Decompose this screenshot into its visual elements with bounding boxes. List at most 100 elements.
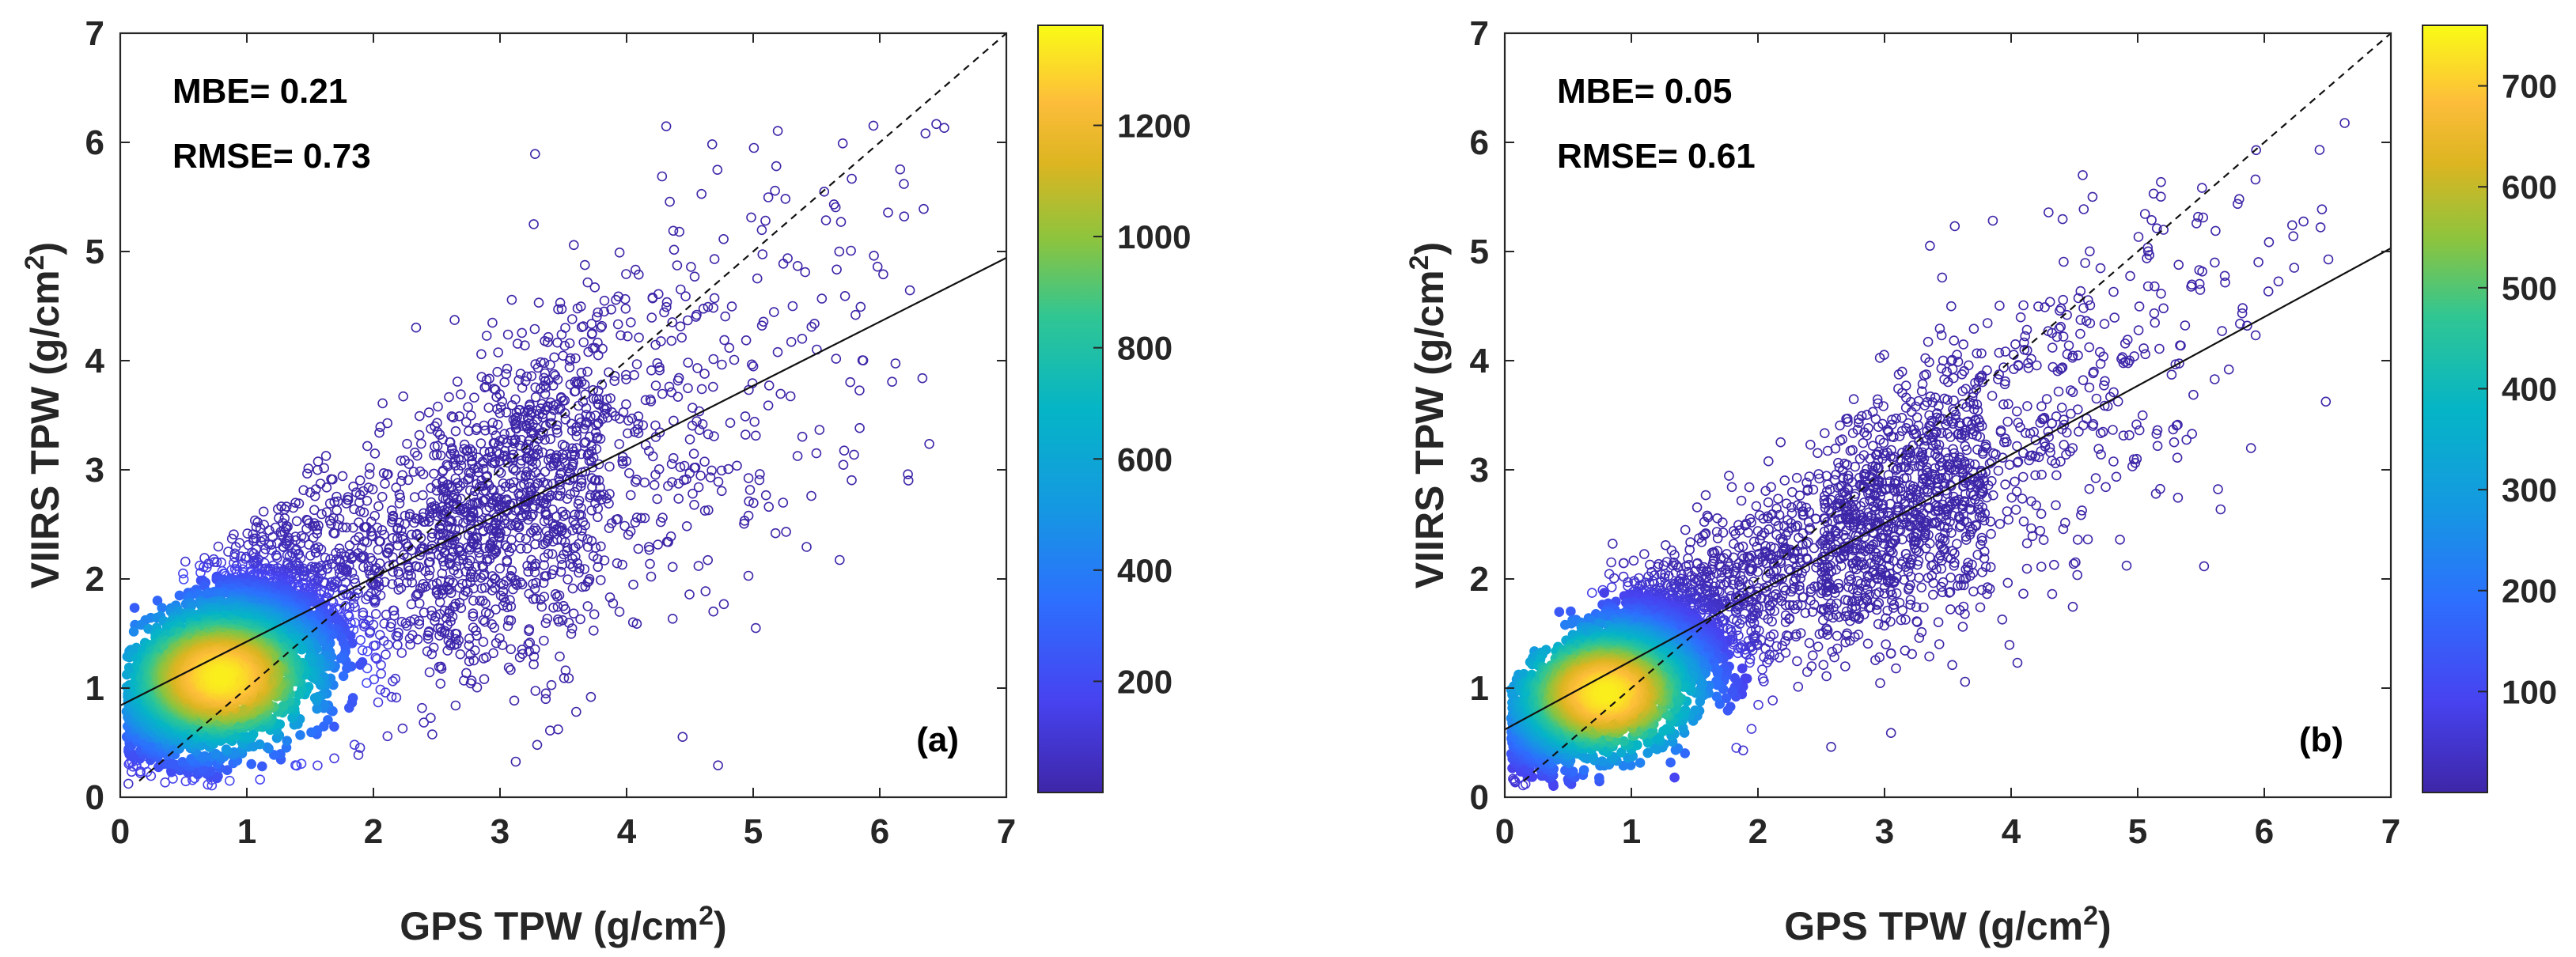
- scatter-point: [716, 465, 727, 476]
- scatter-point: [748, 497, 759, 509]
- scatter-point: [570, 706, 581, 717]
- scatter-point: [525, 486, 536, 497]
- scatter-point: [646, 365, 657, 376]
- scatter-point: [525, 528, 536, 538]
- scatter-point: [787, 301, 798, 312]
- scatter-point: [683, 383, 693, 394]
- scatter-point: [347, 693, 358, 703]
- scatter-point: [540, 376, 551, 386]
- scatter-point: [596, 322, 606, 333]
- scatter-point: [645, 558, 655, 569]
- scatter-point: [653, 539, 663, 550]
- scatter-point: [684, 589, 695, 600]
- scatter-point: [589, 609, 600, 620]
- scatter-point: [693, 482, 704, 493]
- scatter-point: [564, 362, 575, 373]
- scatter-point: [740, 429, 751, 440]
- scatter-point: [623, 467, 635, 478]
- scatter-point: [672, 375, 684, 386]
- scatter-point: [174, 590, 185, 601]
- scatter-point: [621, 269, 631, 279]
- scatter-point: [429, 450, 439, 461]
- scatter-point: [539, 516, 550, 527]
- scatter-point: [760, 215, 771, 226]
- scatter-point: [713, 476, 724, 487]
- scatter-point: [517, 512, 528, 523]
- scatter-point: [792, 260, 803, 271]
- scatter-point: [471, 425, 482, 436]
- scatter-point: [703, 301, 714, 312]
- scatter-point: [709, 254, 720, 264]
- scatter-point: [521, 371, 532, 382]
- scatter-point: [756, 225, 767, 236]
- scatter-point: [675, 462, 686, 472]
- scatter-point: [750, 622, 761, 634]
- scatter-point: [709, 293, 720, 304]
- scatter-point: [535, 503, 546, 514]
- scatter-point: [785, 391, 796, 402]
- scatter-point: [708, 354, 719, 365]
- scatter-point: [895, 164, 906, 175]
- scatter-point: [396, 456, 407, 466]
- scatter-point: [801, 542, 812, 552]
- scatter-point: [703, 505, 714, 516]
- scatter-point: [550, 588, 561, 600]
- scatter-point: [695, 471, 706, 481]
- scatter-point: [684, 434, 695, 444]
- scatter-point: [920, 128, 931, 138]
- scatter-point: [438, 434, 449, 444]
- scatter-point: [516, 471, 526, 481]
- scatter-point: [748, 142, 760, 153]
- scatter-point: [543, 402, 553, 413]
- scatter-point: [528, 525, 539, 536]
- scatter-point: [494, 407, 506, 418]
- scatter-point: [501, 407, 512, 418]
- scatter-point: [555, 485, 566, 496]
- scatter-point: [473, 463, 483, 473]
- scatter-point: [834, 246, 845, 257]
- scatter-point: [647, 451, 658, 462]
- scatter-point: [693, 561, 704, 571]
- scatter-point: [631, 513, 642, 523]
- scatter-point: [583, 576, 594, 587]
- scatter-point: [570, 551, 581, 562]
- scatter-point: [623, 529, 634, 540]
- scatter-point: [688, 488, 698, 499]
- scatter-point: [556, 329, 567, 340]
- scatter-point: [593, 512, 603, 523]
- scatter-point: [585, 492, 595, 503]
- scatter-point: [743, 473, 754, 483]
- scatter-point: [537, 409, 548, 420]
- scatter-point: [650, 380, 661, 391]
- scatter-point: [677, 732, 688, 743]
- scatter-point: [433, 401, 443, 412]
- scatter-point: [543, 455, 554, 466]
- scatter-point: [543, 515, 554, 525]
- scatter-point: [839, 445, 850, 456]
- scatter-point: [781, 527, 791, 537]
- scatter-point: [464, 426, 474, 437]
- scatter-point: [479, 382, 491, 393]
- scatter-point: [294, 689, 304, 700]
- scatter-point: [206, 766, 216, 777]
- scatter-point: [577, 581, 588, 592]
- scatter-point: [595, 575, 606, 585]
- scatter-point: [472, 478, 482, 490]
- scatter-point: [533, 297, 544, 308]
- scatter-point: [487, 425, 498, 436]
- scatter-point: [872, 261, 883, 272]
- scatter-point: [354, 660, 366, 670]
- scatter-point: [129, 603, 140, 613]
- scatter-point: [556, 554, 566, 564]
- scatter-point: [629, 426, 640, 437]
- scatter-point: [679, 460, 690, 471]
- scatter-point: [571, 426, 582, 437]
- scatter-point: [530, 382, 541, 393]
- scatter-point: [625, 490, 636, 501]
- scatter-point: [429, 468, 439, 479]
- scatter-point: [460, 417, 472, 427]
- scatter-point: [564, 338, 575, 349]
- scatter-point: [572, 303, 583, 314]
- scatter-point: [771, 161, 782, 172]
- scatter-point: [647, 293, 658, 304]
